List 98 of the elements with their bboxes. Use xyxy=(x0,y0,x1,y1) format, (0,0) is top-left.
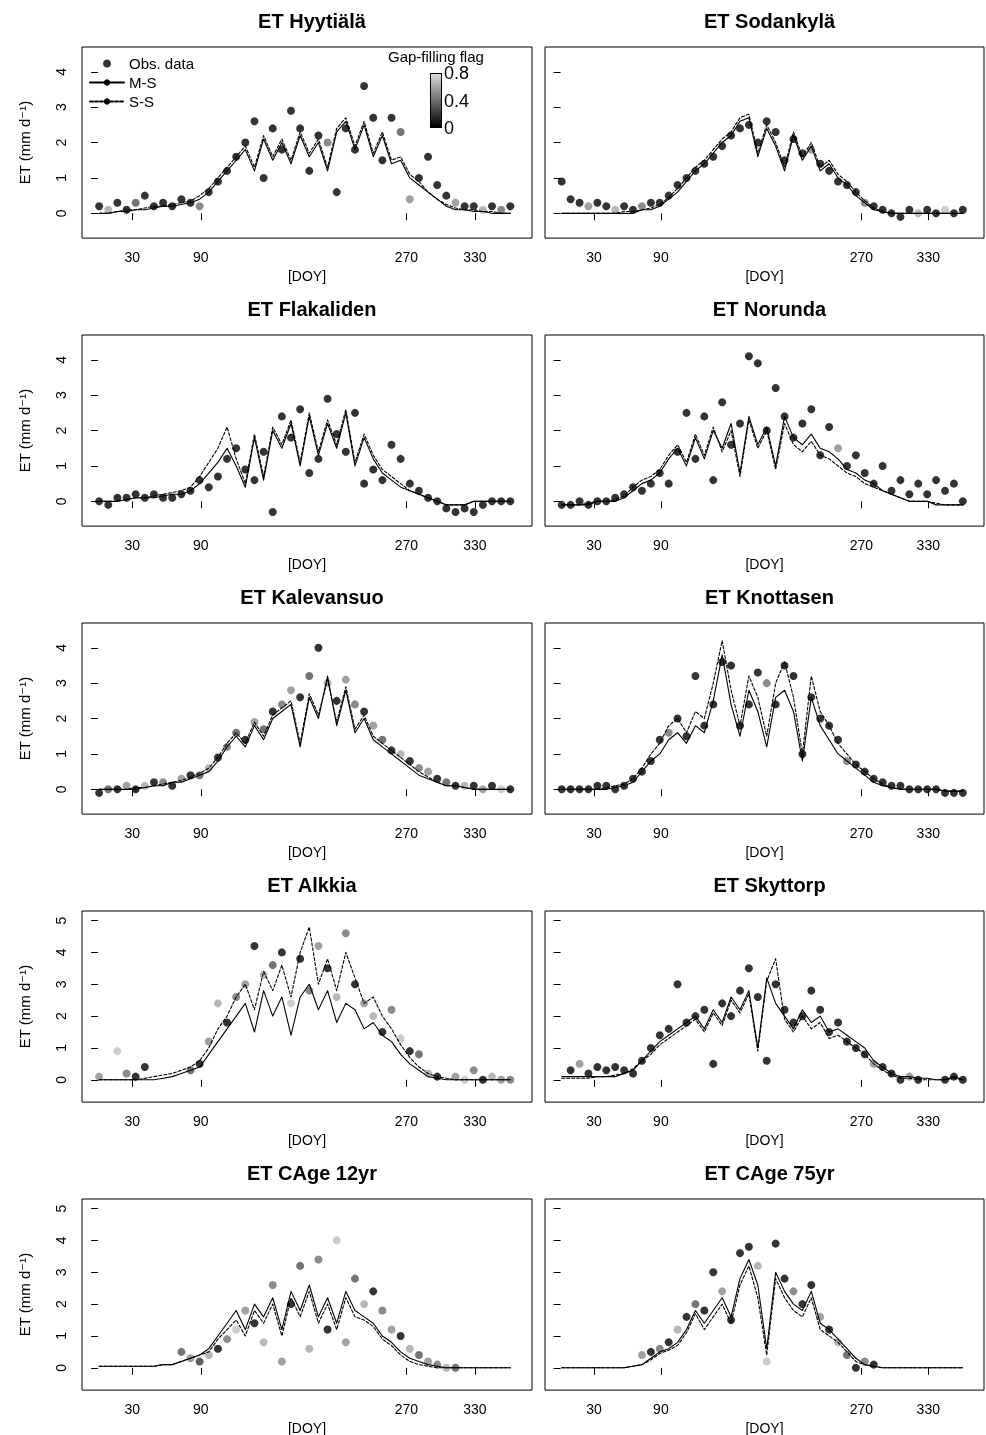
x-tick-label: 270 xyxy=(394,249,419,266)
y-tick-label: 4 xyxy=(53,948,69,957)
chart-title: ET CAge 12yr xyxy=(246,1162,378,1184)
x-tick-label: 270 xyxy=(394,537,419,554)
x-axis-title: [DOY] xyxy=(287,844,327,860)
x-tick-label: 30 xyxy=(586,1401,603,1418)
legend-label: S-S xyxy=(129,93,155,110)
y-axis-title: ET (mm d⁻¹) xyxy=(16,676,33,761)
x-tick-label: 90 xyxy=(192,1401,209,1418)
x-axis-title: [DOY] xyxy=(287,1420,327,1435)
x-tick-label: 90 xyxy=(192,1113,209,1130)
legend-label: M-S xyxy=(129,74,157,91)
chart-title: ET Kalevansuo xyxy=(240,586,384,608)
x-tick-label: 330 xyxy=(463,1401,487,1418)
chart-title: ET Knottasen xyxy=(705,586,834,608)
x-tick-label: 270 xyxy=(849,537,874,554)
y-tick-label: 2 xyxy=(53,138,69,147)
y-tick-label: 2 xyxy=(53,426,69,435)
y-tick-label: 4 xyxy=(53,1236,69,1245)
x-tick-label: 30 xyxy=(124,537,141,554)
x-axis-title: [DOY] xyxy=(745,268,784,284)
chart-title: ET Flakaliden xyxy=(247,298,377,320)
y-tick-label: 0 xyxy=(53,1075,69,1084)
x-tick-label: 270 xyxy=(849,825,874,842)
y-tick-label: 2 xyxy=(53,1012,69,1020)
x-axis-title: [DOY] xyxy=(287,556,327,572)
x-tick-label: 90 xyxy=(653,249,669,266)
y-tick-label: 2 xyxy=(53,1300,69,1308)
x-tick-label: 90 xyxy=(653,825,669,842)
y-tick-label: 5 xyxy=(53,1204,69,1213)
annotation: 0 xyxy=(444,118,455,138)
legend-label: Obs. data xyxy=(129,55,195,72)
x-tick-label: 330 xyxy=(463,537,487,554)
y-tick-label: 0 xyxy=(53,785,69,794)
y-tick-label: 4 xyxy=(53,355,69,364)
chart-title: ET Hyytiälä xyxy=(258,10,367,32)
chart-title: ET Skyttorp xyxy=(713,874,826,896)
y-tick-label: 1 xyxy=(53,461,69,470)
x-tick-label: 330 xyxy=(463,1113,487,1130)
y-axis-title: ET (mm d⁻¹) xyxy=(16,100,33,185)
y-tick-label: 0 xyxy=(53,1363,69,1372)
y-tick-label: 3 xyxy=(53,103,69,112)
x-tick-label: 30 xyxy=(124,1401,141,1418)
y-tick-label: 3 xyxy=(53,1268,69,1277)
x-tick-label: 30 xyxy=(586,825,603,842)
y-tick-label: 2 xyxy=(53,714,69,723)
x-tick-label: 270 xyxy=(394,1401,419,1418)
x-tick-label: 330 xyxy=(916,249,941,266)
y-axis-title: ET (mm d⁻¹) xyxy=(16,964,33,1049)
y-tick-label: 3 xyxy=(53,679,69,688)
y-tick-label: 1 xyxy=(53,749,69,758)
x-axis-title: [DOY] xyxy=(745,1420,784,1435)
annotation: Gap-filling flag xyxy=(388,48,484,65)
x-tick-label: 30 xyxy=(586,537,603,554)
y-tick-label: 0 xyxy=(53,497,69,506)
x-tick-label: 30 xyxy=(124,825,141,842)
y-tick-label: 3 xyxy=(53,980,69,989)
x-axis-title: [DOY] xyxy=(745,556,784,572)
x-tick-label: 90 xyxy=(653,1113,669,1130)
x-axis-title: [DOY] xyxy=(287,1132,327,1148)
x-tick-label: 90 xyxy=(192,537,209,554)
x-tick-label: 330 xyxy=(916,537,941,554)
y-tick-label: 4 xyxy=(53,643,69,652)
x-tick-label: 90 xyxy=(192,249,209,266)
x-tick-label: 90 xyxy=(653,1401,669,1418)
x-tick-label: 30 xyxy=(124,1113,141,1130)
x-tick-label: 270 xyxy=(394,825,419,842)
x-tick-label: 330 xyxy=(916,825,941,842)
y-tick-label: 1 xyxy=(53,173,69,182)
x-tick-label: 270 xyxy=(849,1113,874,1130)
x-tick-label: 30 xyxy=(586,1113,603,1130)
x-tick-label: 30 xyxy=(586,249,603,266)
x-axis-title: [DOY] xyxy=(745,1132,784,1148)
y-tick-label: 4 xyxy=(53,67,69,76)
x-tick-label: 330 xyxy=(916,1113,941,1130)
y-tick-label: 1 xyxy=(53,1043,69,1052)
y-axis-title: ET (mm d⁻¹) xyxy=(16,388,33,473)
y-axis-title: ET (mm d⁻¹) xyxy=(16,1252,33,1337)
y-tick-label: 0 xyxy=(53,209,69,218)
y-tick-label: 3 xyxy=(53,391,69,400)
y-tick-label: 1 xyxy=(53,1331,69,1340)
x-tick-label: 330 xyxy=(463,825,487,842)
chart-title: ET Sodankylä xyxy=(703,10,836,32)
x-axis-title: [DOY] xyxy=(745,844,784,860)
x-tick-label: 270 xyxy=(849,249,874,266)
x-tick-label: 330 xyxy=(463,249,487,266)
chart-title: ET Norunda xyxy=(712,298,828,320)
x-tick-label: 330 xyxy=(916,1401,941,1418)
chart-title: ET CAge 75yr xyxy=(704,1162,835,1184)
x-tick-label: 90 xyxy=(653,537,669,554)
x-tick-label: 30 xyxy=(124,249,141,266)
x-axis-title: [DOY] xyxy=(287,268,327,284)
x-tick-label: 270 xyxy=(394,1113,419,1130)
x-tick-label: 90 xyxy=(192,825,209,842)
chart-title: ET Alkkia xyxy=(267,874,358,896)
x-tick-label: 270 xyxy=(849,1401,874,1418)
y-tick-label: 5 xyxy=(53,916,69,925)
annotation: 0.4 xyxy=(444,90,470,111)
